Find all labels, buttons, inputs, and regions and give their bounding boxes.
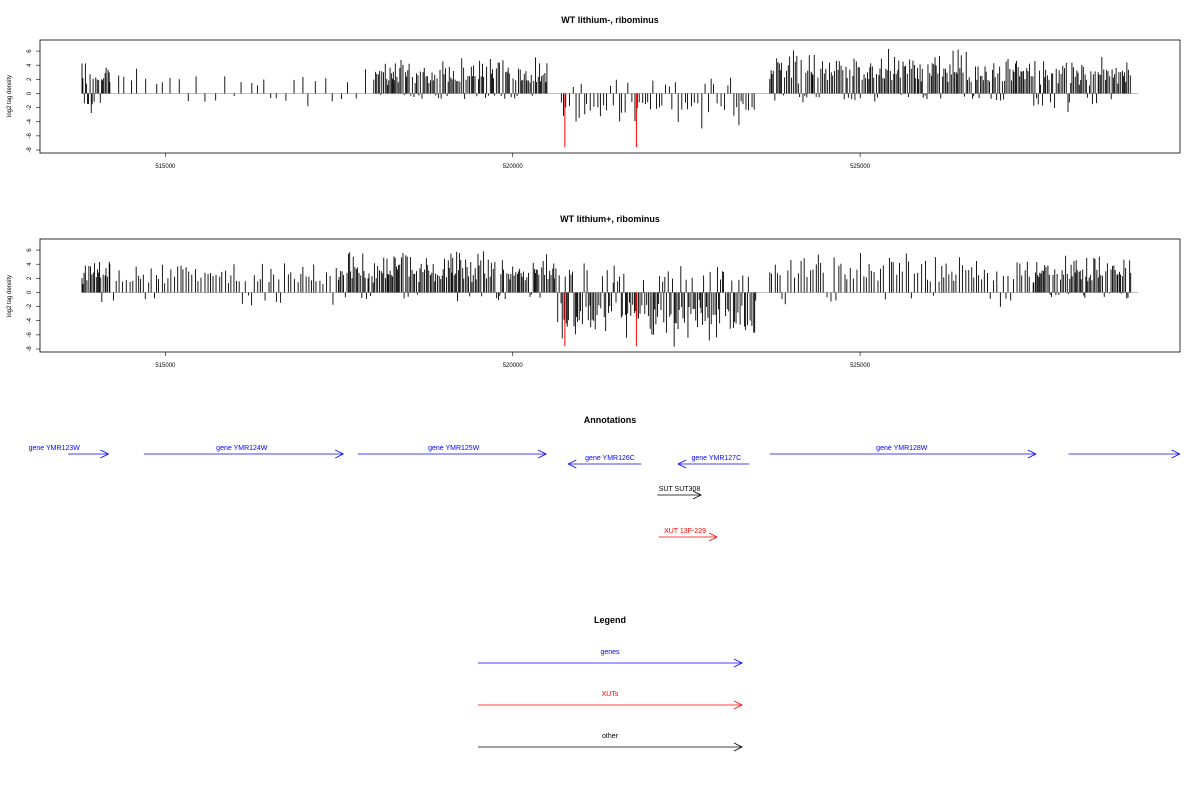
y-tick-label: 6	[27, 248, 33, 252]
arrow-head-icon	[692, 490, 702, 500]
y-tick-label: -4	[27, 118, 33, 124]
feature-gene: gene YMR125W	[357, 445, 547, 459]
feature-label: gene YMR128W	[876, 445, 928, 452]
y-tick-label: -2	[27, 303, 33, 309]
x-tick-label: 515000	[155, 164, 176, 170]
feature-gene	[1068, 449, 1181, 459]
x-tick-label: 520000	[503, 164, 524, 170]
legend-label: genes	[600, 649, 620, 656]
feature-label: XUT 13F-229	[664, 528, 706, 535]
annotation-track: Annotations gene YMR123W gene YMR124W gene…	[29, 415, 1181, 542]
legend-label: other	[602, 733, 619, 740]
plot-frame	[39, 238, 1181, 353]
y-tick-label: 4	[27, 63, 33, 67]
arrow-head-icon	[567, 459, 577, 469]
arrow-head-icon	[335, 449, 345, 459]
feature-gene: gene YMR124W	[143, 445, 345, 459]
legend-item: genes	[478, 649, 743, 668]
arrow-head-icon	[1027, 449, 1037, 459]
y-tick-label: 6	[27, 49, 33, 53]
arrow-head-icon	[537, 449, 547, 459]
y-tick-label: -2	[27, 104, 33, 110]
feature-label: gene YMR123W	[29, 445, 81, 452]
legend-item: other	[478, 733, 743, 752]
arrow-head-icon	[708, 532, 718, 542]
feature-arrows: gene YMR123W gene YMR124W gene YMR125W gene…	[29, 445, 1181, 542]
arrow-head-icon	[733, 658, 743, 668]
x-tick-label: 525000	[850, 164, 871, 170]
y-tick-label: -8	[27, 147, 33, 153]
feature-label: gene YMR125W	[428, 445, 480, 452]
y-tick-label: -8	[27, 346, 33, 352]
feature-other: SUT SUT308	[657, 486, 702, 500]
feature-gene: gene YMR128W	[769, 445, 1037, 459]
x-tick-label: 520000	[503, 363, 524, 369]
legend-title: Legend	[594, 615, 626, 625]
feature-xut: XUT 13F-229	[658, 528, 718, 542]
legend-items: genes XUTs other	[478, 649, 743, 752]
annotations-title: Annotations	[584, 415, 637, 425]
y-tick-label: 2	[27, 276, 33, 280]
feature-label: gene YMR126C	[585, 455, 635, 462]
density-bars	[81, 251, 1132, 347]
feature-label: gene YMR127C	[691, 455, 741, 462]
feature-label: gene YMR124W	[216, 445, 268, 452]
y-tick-label: 4	[27, 262, 33, 266]
track-panel-lithium-plus: WT lithium+, ribominus log2 tag density …	[7, 214, 1181, 369]
y-axis-label: log2 tag density	[7, 75, 13, 117]
panel-title: WT lithium-, ribominus	[561, 15, 659, 25]
y-tick-label: -4	[27, 317, 33, 323]
arrow-head-icon	[733, 742, 743, 752]
legend-item: XUTs	[478, 691, 743, 710]
legend: Legend genes XUTs other	[478, 615, 743, 752]
y-tick-label: -6	[27, 332, 33, 338]
y-axis-label: log2 tag density	[7, 275, 13, 317]
plot-frame	[39, 39, 1181, 154]
feature-label: SUT SUT308	[659, 486, 701, 493]
feature-gene: gene YMR127C	[677, 455, 749, 469]
y-tick-label: 2	[27, 77, 33, 81]
density-bars	[81, 48, 1131, 148]
panel-title: WT lithium+, ribominus	[560, 214, 660, 224]
track-panel-lithium-minus: WT lithium-, ribominus log2 tag density …	[7, 15, 1181, 170]
arrow-head-icon	[677, 459, 687, 469]
y-tick-label: 0	[27, 290, 33, 294]
x-tick-label: 515000	[155, 363, 176, 369]
legend-label: XUTs	[602, 691, 619, 698]
feature-gene: gene YMR126C	[567, 455, 642, 469]
arrow-head-icon	[100, 449, 110, 459]
arrow-head-icon	[733, 700, 743, 710]
y-tick-label: 0	[27, 91, 33, 95]
y-tick-label: -6	[27, 133, 33, 139]
arrow-head-icon	[1171, 449, 1181, 459]
feature-gene: gene YMR123W	[29, 445, 110, 459]
axes: 6 4 2 0 -2 -4 -6 -8 515000 520000 525000	[27, 49, 1138, 170]
x-tick-label: 525000	[850, 363, 871, 369]
